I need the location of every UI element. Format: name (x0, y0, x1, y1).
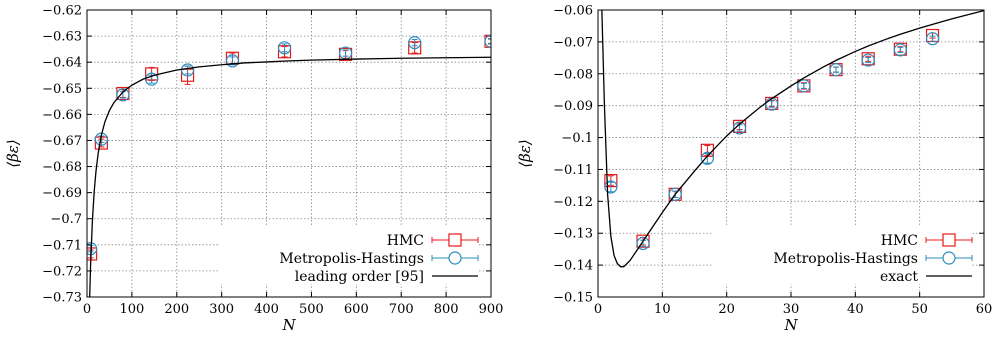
y-tick-label: −0.65 (42, 82, 82, 97)
x-tick-label: 10 (654, 302, 671, 317)
x-tick-label: 0 (83, 302, 91, 317)
data-point-circle (668, 187, 682, 201)
data-point-circle (180, 63, 195, 77)
x-tick-label: 20 (718, 302, 735, 317)
data-point-circle (732, 121, 747, 135)
x-axis-label: N (783, 316, 798, 334)
x-tick-label: 600 (344, 302, 369, 317)
plot-frame (86, 9, 492, 298)
legend-background (712, 226, 972, 284)
data-point-circle (636, 236, 650, 251)
y-tick-label: −0.14 (553, 259, 593, 274)
x-tick-label: 50 (911, 302, 928, 317)
y-tick-label: −0.72 (42, 264, 82, 279)
y-tick-label: −0.09 (553, 99, 593, 114)
legend-label: Metropolis-Hastings (279, 251, 424, 267)
y-tick-label: −0.71 (42, 238, 82, 253)
x-tick-label: 500 (299, 302, 324, 317)
x-tick-label: 400 (254, 302, 279, 317)
x-tick-label: 60 (976, 302, 993, 317)
legend-square-marker (942, 233, 956, 247)
legend-label: HMC (387, 233, 424, 249)
x-tick-label: 300 (209, 302, 234, 317)
y-axis-label: ⟨βε⟩ (516, 139, 534, 167)
x-tick-label: 40 (847, 302, 864, 317)
data-point-circle (797, 79, 811, 93)
series-line (89, 56, 491, 297)
y-tick-label: −0.66 (42, 108, 82, 123)
y-tick-label: −0.67 (42, 134, 82, 149)
x-tick-label: 0 (594, 302, 602, 317)
y-tick-label: −0.1 (561, 131, 593, 146)
x-tick-label: 700 (389, 302, 414, 317)
y-tick-label: −0.13 (553, 227, 593, 242)
y-tick-label: −0.64 (42, 56, 82, 71)
data-point-circle (145, 72, 159, 86)
plot-frame (597, 9, 985, 298)
y-tick-label: −0.63 (42, 30, 82, 45)
x-tick-label: 900 (479, 302, 504, 317)
series-line (601, 10, 984, 268)
x-tick-label: 200 (164, 302, 189, 317)
legend-square-marker (448, 233, 462, 247)
legend-label: Metropolis-Hastings (773, 251, 918, 267)
data-point-circle (484, 34, 491, 48)
data-point-circle (925, 32, 940, 46)
x-tick-label: 100 (119, 302, 144, 317)
legend-label: HMC (881, 233, 918, 249)
right-chart-panel: 0 10 20 30 40 50 60 −0.15 −0.14 −0.13 −0.12 −0.11 −0… (516, 4, 992, 335)
data-point-circle (700, 151, 714, 165)
legend-circle-marker (448, 251, 462, 265)
x-tick-label: 30 (783, 302, 800, 317)
data-point-circle (861, 53, 875, 67)
legend-background (218, 226, 478, 284)
y-tick-label: −0.06 (553, 4, 593, 19)
y-tick-label: −0.15 (553, 291, 593, 306)
y-tick-label: −0.73 (42, 291, 82, 306)
data-point-circle (408, 36, 422, 50)
legend-label: leading order [95] (295, 269, 424, 285)
y-tick-label: −0.07 (553, 35, 593, 50)
left-chart-panel: 0 100 200 300 400 500 600 700 800 900 −0.73 −0.72 −0… (4, 4, 503, 335)
x-tick-label: 800 (434, 302, 459, 317)
y-axis-label: ⟨βε⟩ (4, 139, 22, 167)
y-tick-label: −0.08 (553, 67, 593, 82)
y-tick-label: −0.12 (553, 195, 593, 210)
plot-area (87, 34, 491, 297)
y-tick-label: −0.69 (42, 186, 82, 201)
plot-area (601, 10, 984, 268)
data-point-circle (225, 54, 240, 68)
data-point-circle (893, 43, 907, 57)
data-point-circle (604, 180, 618, 194)
data-point-circle (829, 63, 843, 77)
data-point-circle (116, 88, 130, 102)
y-tick-label: −0.7 (50, 212, 82, 227)
data-point-circle (277, 41, 292, 55)
legend-circle-marker (942, 251, 956, 265)
y-tick-label: −0.68 (42, 160, 82, 175)
x-axis-label: N (281, 316, 296, 334)
y-tick-label: −0.62 (42, 4, 82, 19)
y-tick-label: −0.11 (553, 163, 593, 178)
legend-label: exact (880, 269, 918, 285)
